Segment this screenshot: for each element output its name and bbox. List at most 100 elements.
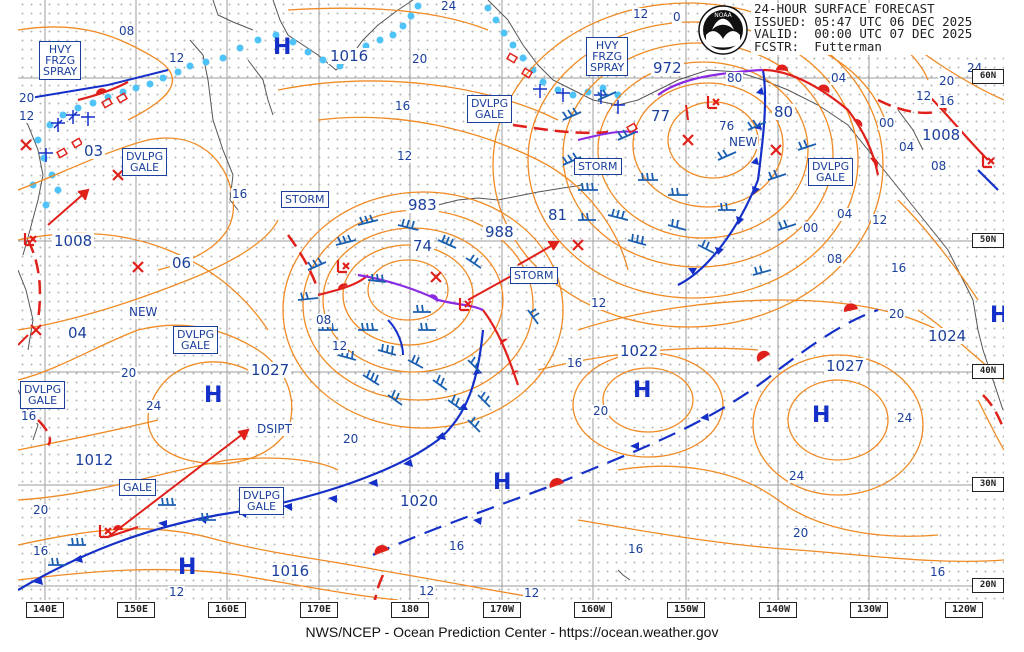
pressure-label: 1020 bbox=[398, 492, 441, 510]
longitude-label: 170W bbox=[483, 602, 521, 618]
isobar-label: 0 bbox=[672, 10, 682, 24]
isobar-label: 16 bbox=[394, 99, 412, 113]
isobar-label: 12 bbox=[871, 213, 889, 227]
isobar-label: 16 bbox=[929, 565, 947, 579]
isobar-label: 20 bbox=[411, 52, 429, 66]
longitude-label: 170E bbox=[300, 602, 338, 618]
isobar-label: 12 bbox=[418, 584, 436, 598]
isobar-label: 20 bbox=[32, 503, 50, 517]
new-label: NEW bbox=[128, 305, 159, 319]
map-graphics bbox=[18, 0, 1004, 600]
stationary-front bbox=[372, 303, 879, 556]
warning-dvlpg-gale: DVLPG GALE bbox=[20, 381, 66, 409]
isobar-label: 76 bbox=[718, 119, 736, 133]
isobar-label: 08 bbox=[930, 159, 948, 173]
pressure-label: 1024 bbox=[926, 327, 969, 345]
isobar-label: 20 bbox=[342, 432, 360, 446]
warning-storm: STORM bbox=[281, 191, 329, 208]
longitude-label: 130W bbox=[850, 602, 888, 618]
header-issued: ISSUED: 05:47 UTC 06 DEC 2025 bbox=[754, 13, 973, 29]
header-forecaster: FCSTR: Futterman bbox=[754, 38, 882, 54]
longitude-label: 140W bbox=[759, 602, 797, 618]
logo-text: NOAA bbox=[714, 12, 732, 19]
pressure-label: 1027 bbox=[824, 357, 867, 375]
pressure-label: 1016 bbox=[328, 47, 371, 65]
isobar-label: 20 bbox=[18, 91, 36, 105]
isobar-label: 08 bbox=[826, 252, 844, 266]
warning-dvlpg-gale: DVLPG GALE bbox=[173, 326, 219, 354]
warning-gale: GALE bbox=[119, 479, 157, 496]
isobar-label: 12 bbox=[396, 149, 414, 163]
isobar-label: 08 bbox=[315, 313, 333, 327]
isobar-label: 04 bbox=[836, 207, 854, 221]
warning-dvlpg-gale: DVLPG GALE bbox=[239, 487, 285, 515]
warning-hvy-frzg-spray: HVY FRZG SPRAY bbox=[39, 41, 82, 80]
isobar-label: 00 bbox=[802, 221, 820, 235]
ice-accretion-boxes bbox=[56, 52, 638, 159]
high-pressure-center: H bbox=[812, 403, 831, 428]
warm-fronts bbox=[77, 64, 989, 539]
longitude-label: 160W bbox=[574, 602, 612, 618]
wind-barbs bbox=[48, 89, 817, 566]
isobar-label: 24 bbox=[145, 399, 163, 413]
isobar-label: 80 bbox=[726, 71, 744, 85]
isobar-label: 12 bbox=[590, 296, 608, 310]
occluded-fronts bbox=[357, 68, 764, 312]
troughs bbox=[26, 98, 1004, 600]
latitude-label: 50N bbox=[972, 233, 1004, 248]
isobar-label: 04 bbox=[898, 140, 916, 154]
pressure-label: 1012 bbox=[73, 451, 116, 469]
warning-storm: STORM bbox=[510, 267, 558, 284]
isobar-label: 20 bbox=[120, 366, 138, 380]
longitude-label: 120W bbox=[945, 602, 983, 618]
weather-map: NOAA 24-HOUR SURFACE FORECAST ISSUED: 05… bbox=[18, 0, 1004, 600]
pressure-label: 1022 bbox=[618, 342, 661, 360]
pressure-label: 04 bbox=[66, 324, 90, 342]
high-pressure-center: H bbox=[204, 383, 223, 408]
longitude-label: 160E bbox=[208, 602, 246, 618]
high-pressure-center: H bbox=[633, 378, 652, 403]
pressure-label: 06 bbox=[170, 254, 194, 272]
pressure-label: 80 bbox=[772, 103, 796, 121]
isobar-label: 08 bbox=[118, 24, 136, 38]
isobar-label: 20 bbox=[938, 74, 956, 88]
pressure-label: 983 bbox=[406, 196, 439, 214]
isobar-label: 20 bbox=[792, 526, 810, 540]
high-pressure-center: H bbox=[990, 303, 1004, 328]
isobars bbox=[18, 2, 1004, 600]
warning-storm: STORM bbox=[574, 158, 622, 175]
isobar-label: 12 bbox=[18, 109, 36, 123]
isobar-label: 12 bbox=[168, 585, 186, 599]
isobar-label: 24 bbox=[896, 411, 914, 425]
isobar-label: 00 bbox=[878, 116, 896, 130]
high-pressure-center: H bbox=[273, 35, 292, 60]
footer-credit: NWS/NCEP - Ocean Prediction Center - htt… bbox=[305, 624, 719, 640]
isobar-label: 04 bbox=[830, 71, 848, 85]
pressure-label: 1008 bbox=[920, 126, 963, 144]
isobar-label: 16 bbox=[448, 539, 466, 553]
noaa-logo: NOAA bbox=[698, 5, 748, 55]
isobar-label: 12 bbox=[331, 339, 349, 353]
isobar-label: 20 bbox=[888, 307, 906, 321]
latitude-label: 30N bbox=[972, 477, 1004, 492]
isobar-label: 16 bbox=[231, 187, 249, 201]
isobar-label: 16 bbox=[20, 409, 38, 423]
isobar-label: 20 bbox=[592, 404, 610, 418]
longitude-label: 150W bbox=[667, 602, 705, 618]
pressure-label: 1016 bbox=[269, 562, 312, 580]
pressure-label: 74 bbox=[411, 237, 435, 255]
forecast-header: 24-HOUR SURFACE FORECAST ISSUED: 05:47 U… bbox=[751, 2, 1004, 55]
isobar-label: 12 bbox=[168, 51, 186, 65]
graticule bbox=[18, 0, 1004, 600]
isobar-label: 12 bbox=[523, 586, 541, 600]
latitude-label: 60N bbox=[972, 69, 1004, 84]
isobar-label: 12 bbox=[915, 89, 933, 103]
pressure-label: 03 bbox=[82, 142, 106, 160]
new-label: NEW bbox=[728, 135, 759, 149]
longitude-label: 180 bbox=[391, 602, 429, 618]
isobar-label: 16 bbox=[938, 94, 956, 108]
movement-arrows bbox=[18, 104, 689, 538]
isobar-label: 24 bbox=[440, 0, 458, 13]
dsipt-label: DSIPT bbox=[256, 422, 293, 436]
pressure-label: 77 bbox=[649, 107, 673, 125]
